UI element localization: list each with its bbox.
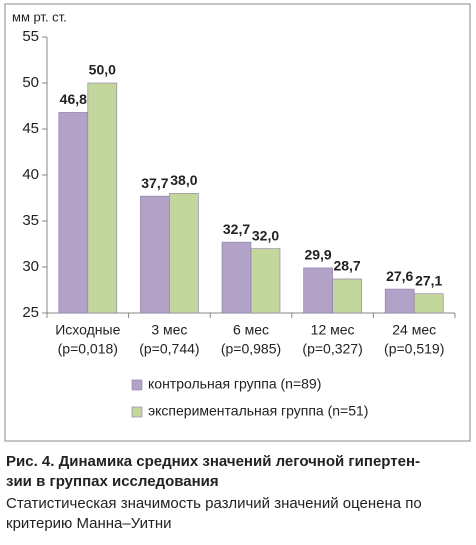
bar [169, 193, 199, 314]
x-tick-label: 12 мес [311, 322, 355, 338]
x-tick-note: (p=0,327) [302, 341, 362, 357]
y-axis-label: мм рт. ст. [12, 9, 67, 24]
value-label: 27,1 [415, 272, 442, 288]
y-tick-label: 35 [22, 212, 39, 229]
value-label: 27,6 [386, 268, 413, 284]
value-label: 28,7 [333, 258, 360, 274]
value-label: 37,7 [141, 175, 168, 191]
y-tick-label: 50 [22, 74, 39, 91]
legend-swatch [131, 406, 143, 418]
legend-label: экспериментальная группа (n=51) [148, 403, 368, 419]
legend-swatch [131, 379, 143, 391]
bar [413, 293, 444, 314]
value-label: 32,0 [252, 227, 279, 243]
value-label: 32,7 [223, 221, 250, 237]
bar [303, 267, 333, 314]
chart-frame [4, 3, 471, 442]
caption-title: Рис. 4. Динамика средних значений легочн… [6, 453, 420, 470]
y-tick-label: 45 [22, 120, 39, 137]
caption-text: критерию Манна–Уитни [6, 515, 172, 532]
bar [250, 248, 281, 314]
x-tick-note: (p=0,985) [221, 341, 281, 357]
x-tick-note: (p=0,744) [139, 341, 199, 357]
y-tick-label: 30 [22, 258, 39, 275]
y-tick-label: 25 [22, 304, 39, 321]
value-label: 50,0 [89, 62, 116, 78]
bar [332, 278, 362, 314]
value-label: 29,9 [304, 247, 331, 263]
x-tick-label: 24 мес [392, 322, 436, 338]
caption-text: Статистическая значимость различий значе… [6, 495, 422, 512]
bar [87, 82, 118, 314]
caption-title: зии в группах исследования [6, 473, 219, 490]
bar [221, 241, 252, 314]
value-label: 38,0 [170, 172, 197, 188]
x-tick-label: 6 мес [233, 322, 269, 338]
x-tick-note: (p=0,018) [58, 341, 118, 357]
bar [384, 288, 415, 314]
bar [58, 112, 89, 314]
x-tick-label: Исходные [55, 322, 120, 338]
legend-label: контрольная группа (n=89) [148, 376, 321, 392]
bar [140, 195, 170, 314]
value-label: 46,8 [60, 91, 87, 107]
y-tick-label: 40 [22, 166, 39, 183]
y-tick-label: 55 [22, 28, 39, 45]
x-tick-label: 3 мес [151, 322, 187, 338]
x-tick-note: (p=0,519) [384, 341, 444, 357]
